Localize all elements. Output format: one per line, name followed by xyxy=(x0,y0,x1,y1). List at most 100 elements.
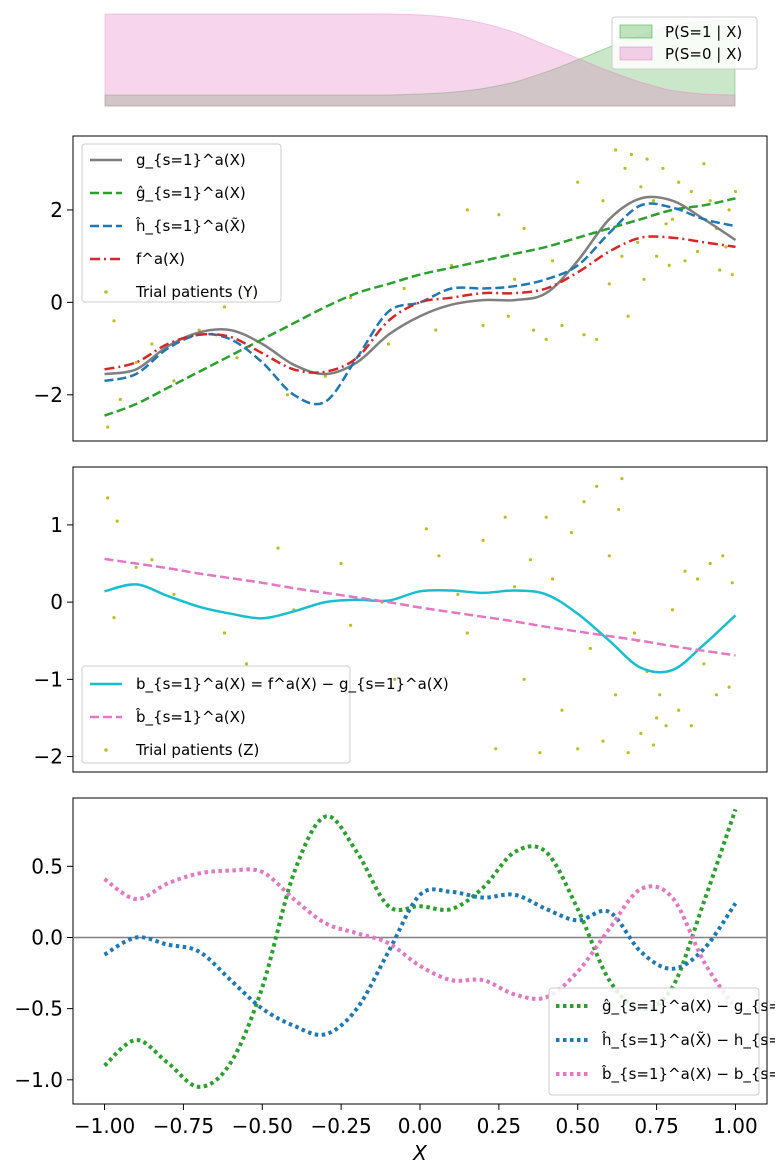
scatter-point xyxy=(664,222,668,226)
scatter-point xyxy=(582,333,586,337)
scatter-point xyxy=(733,189,738,194)
scatter-point xyxy=(614,148,618,152)
scatter-point xyxy=(528,558,533,562)
scatter-point xyxy=(645,157,649,161)
legend-swatch xyxy=(619,24,653,39)
scatter-point xyxy=(696,249,700,254)
scatter-point xyxy=(582,500,586,504)
scatter-point xyxy=(629,152,634,157)
legend-label: f^a(X) xyxy=(136,250,185,268)
scatter-point xyxy=(632,631,637,635)
scatter-point xyxy=(513,585,517,589)
legend-label: b̂_{s=1}^a(X) − b_{s=1}^a(X) xyxy=(602,1064,775,1084)
scatter-point xyxy=(617,507,621,512)
scatter-point xyxy=(235,356,239,360)
series-line xyxy=(104,202,736,406)
scatter-point xyxy=(538,751,542,755)
scatter-point xyxy=(576,180,580,184)
legend-label: Trial patients (Z) xyxy=(135,741,259,759)
scatter-point xyxy=(522,677,526,681)
scatter-point xyxy=(112,319,116,323)
scatter-point xyxy=(560,708,564,712)
scatter-point xyxy=(595,337,599,341)
legend-item: ĥ_{s=1}^a(X̃) − h_{s=1}^a(X̃) xyxy=(556,1030,775,1050)
scatter-point xyxy=(339,561,343,566)
scatter-point xyxy=(244,662,249,666)
scatter-point xyxy=(285,393,290,397)
scatter-point xyxy=(718,268,722,272)
scatter-point xyxy=(560,323,564,328)
series-line xyxy=(104,583,737,674)
legend-label: ĥ_{s=1}^a(X̃) xyxy=(135,216,246,236)
scatter-point xyxy=(620,477,624,481)
scatter-point xyxy=(651,743,656,747)
scatter-point xyxy=(642,277,646,281)
x-axis-label: X xyxy=(412,1141,428,1165)
scatter-point xyxy=(696,577,700,581)
scatter-point xyxy=(730,273,734,277)
legend-item: b_{s=1}^a(X) = f^a(X) − g_{s=1}^a(X) xyxy=(90,675,449,694)
legend-label: Trial patients (Y) xyxy=(135,283,258,301)
x-tick-label: −0.50 xyxy=(232,1114,293,1138)
scatter-point xyxy=(172,379,176,383)
scatter-point xyxy=(614,693,618,697)
scatter-point xyxy=(636,240,640,244)
scatter-point xyxy=(721,554,725,558)
scatter-point xyxy=(386,342,391,346)
scatter-point xyxy=(670,608,675,612)
scatter-point xyxy=(626,314,630,318)
scatter-point xyxy=(550,259,555,263)
scatter-point xyxy=(118,397,122,401)
scatter-point xyxy=(677,180,681,184)
scatter-point xyxy=(655,716,659,720)
scatter-point xyxy=(402,286,406,291)
scatter-point xyxy=(607,282,611,286)
scatter-point xyxy=(689,189,693,194)
x-tick-label: 0.25 xyxy=(477,1114,522,1138)
legend-item: ĥ_{s=1}^a(X̃) xyxy=(90,216,246,236)
x-tick-label: −1.00 xyxy=(74,1114,135,1138)
scatter-point xyxy=(106,496,110,500)
legend-label: b_{s=1}^a(X) = f^a(X) − g_{s=1}^a(X) xyxy=(136,675,449,694)
scatter-point xyxy=(449,263,454,267)
scatter-point xyxy=(349,623,353,627)
legend-item: ĝ_{s=1}^a(X) xyxy=(90,184,246,203)
legend-label: ĝ_{s=1}^a(X) xyxy=(136,184,246,203)
scatter-point xyxy=(276,546,280,550)
plot-frame xyxy=(72,135,768,442)
scatter-point xyxy=(544,515,548,519)
scatter-point xyxy=(576,747,580,751)
scatter-point xyxy=(172,592,176,597)
y-tick-label: 0 xyxy=(50,290,63,314)
scatter-point xyxy=(727,685,731,689)
scatter-point xyxy=(503,515,507,519)
legend-box xyxy=(81,143,282,303)
legend-label: P(S=0 | X) xyxy=(665,45,742,63)
legend-item: Trial patients (Z) xyxy=(104,741,259,759)
legend-swatch xyxy=(104,748,108,752)
scatter-point xyxy=(639,185,643,189)
scatter-point xyxy=(623,166,627,170)
legend-swatch xyxy=(619,46,653,61)
legend-item: f^a(X) xyxy=(90,250,185,268)
legend-item: b̂_{s=1}^a(X) xyxy=(90,707,246,727)
scatter-point xyxy=(115,519,119,523)
scatter-point xyxy=(708,199,712,203)
scatter-point xyxy=(222,305,226,309)
scatter-point xyxy=(708,561,712,566)
scatter-point xyxy=(677,708,681,712)
scatter-point xyxy=(588,646,592,651)
scatter-point xyxy=(323,374,327,378)
series-line xyxy=(103,887,738,1037)
x-tick-label: −0.25 xyxy=(310,1114,371,1138)
y-tick-label: −2 xyxy=(34,745,63,769)
plot-frame xyxy=(72,466,768,773)
scatter-point xyxy=(724,245,728,249)
series-line xyxy=(104,195,737,376)
scatter-point xyxy=(465,208,469,212)
scatter-point xyxy=(150,558,154,562)
x-tick-label: 1.00 xyxy=(713,1114,758,1138)
y-tick-label: −0.5 xyxy=(14,997,63,1021)
y-tick-label: 2 xyxy=(50,198,63,222)
